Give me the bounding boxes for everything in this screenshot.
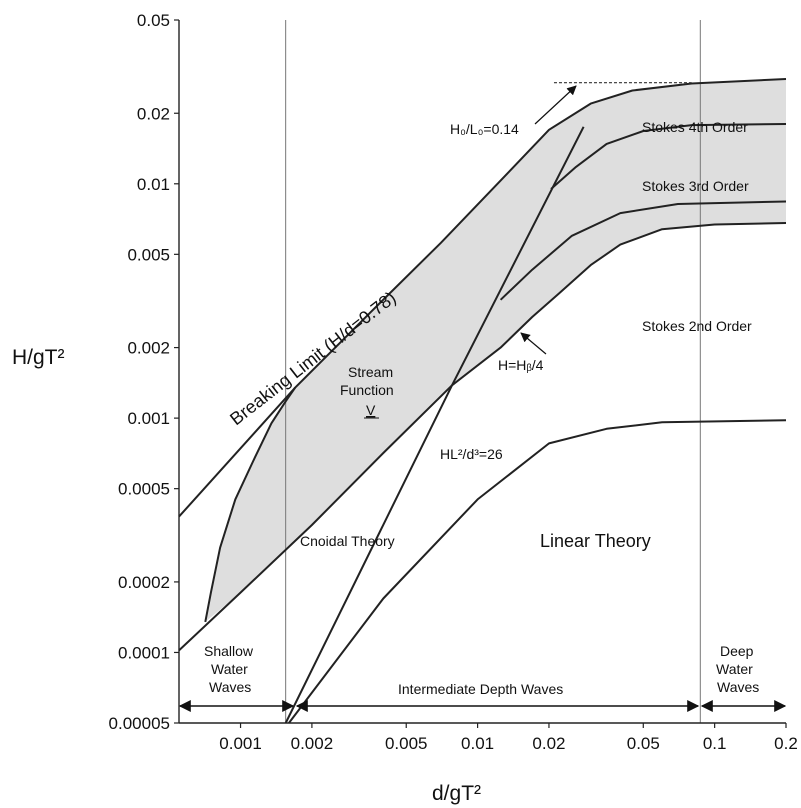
x-tick-label: 0.005 <box>385 734 428 753</box>
y-tick-label: 0.05 <box>137 11 170 30</box>
breaking-curve <box>178 78 787 518</box>
ursell-label: HL²/d³=26 <box>440 446 503 462</box>
y-tick-labels: 0.00005 0.0001 0.0002 0.0005 0.001 0.002 0.005… <box>109 11 179 733</box>
x-tick-label: 0.1 <box>703 734 727 753</box>
y-tick-label: 0.005 <box>127 245 170 264</box>
y-tick-label: 0.0001 <box>118 643 170 662</box>
x-tick-labels: 0.001 0.002 0.005 0.01 0.02 0.05 0.1 0.2 <box>219 723 798 753</box>
x-tick-label: 0.02 <box>532 734 565 753</box>
stokes4-label: Stokes 4th Order <box>642 119 748 135</box>
steepness-arrow <box>534 85 577 125</box>
plot-frame <box>178 20 786 724</box>
steepness-label: H₀/L₀=0.14 <box>450 121 519 137</box>
x-tick-label: 0.001 <box>219 734 262 753</box>
stream-label-1: Stream <box>348 364 393 380</box>
x-tick-label: 0.002 <box>291 734 334 753</box>
y-tick-label: 0.0002 <box>118 573 170 592</box>
y-tick-label: 0.02 <box>137 104 170 123</box>
y-tick-label: 0.01 <box>137 175 170 194</box>
linear_limit-curve <box>288 419 787 724</box>
stokes3-curve <box>499 200 787 301</box>
stokes3-label: Stokes 3rd Order <box>642 178 749 194</box>
y-tick-label: 0.002 <box>127 339 170 358</box>
cnoidal-label: Cnoidal Theory <box>300 533 395 549</box>
stokes2-label: Stokes 2nd Order <box>642 318 752 334</box>
theory-curves <box>178 78 787 724</box>
shallow-label-1: Shallow <box>204 643 254 659</box>
cnoidal_lower-curve <box>178 222 787 652</box>
x-tick-label: 0.01 <box>461 734 494 753</box>
deep-label-3: Waves <box>717 679 759 695</box>
stokes4-curve <box>550 123 787 190</box>
y-tick-label: 0.001 <box>127 409 170 428</box>
y-tick-label: 0.0005 <box>118 480 170 499</box>
deep-label-1: Deep <box>720 643 754 659</box>
shallow-label-3: Waves <box>209 679 251 695</box>
x-tick-label: 0.05 <box>627 734 660 753</box>
deep-label-2: Water <box>716 661 753 677</box>
stream-label-3: V <box>366 402 376 418</box>
shallow-label-2: Water <box>211 661 248 677</box>
x-tick-label: 0.2 <box>774 734 798 753</box>
vertical-boundary-lines <box>285 20 701 723</box>
hb4-arrow <box>520 332 547 355</box>
hb4-label: H=Hᵦ/4 <box>498 357 544 373</box>
intermediate-label: Intermediate Depth Waves <box>398 681 563 697</box>
stream-label-2: Function <box>340 382 394 398</box>
stream_left-curve <box>204 387 297 623</box>
y-axis-label: H/gT² <box>12 346 65 369</box>
ursell-curve <box>284 126 585 724</box>
x-axis-label: d/gT² <box>432 782 481 805</box>
y-tick-label: 0.00005 <box>109 714 170 733</box>
linear-label: Linear Theory <box>540 531 651 551</box>
